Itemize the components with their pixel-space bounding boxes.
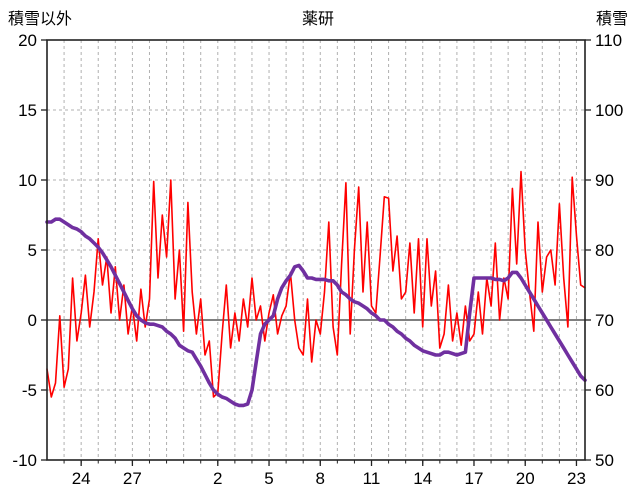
right-tick-label: 60: [595, 381, 614, 400]
right-tick-label: 100: [595, 101, 623, 120]
x-tick-label: 17: [465, 469, 484, 488]
x-tick-label: 2: [213, 469, 222, 488]
x-tick-label: 24: [72, 469, 91, 488]
x-tick-label: 5: [264, 469, 273, 488]
left-tick-label: 5: [28, 241, 37, 260]
purple-line-series: [45, 217, 587, 408]
x-tick-label: 27: [123, 469, 142, 488]
right-tick-label: 80: [595, 241, 614, 260]
x-tick-label: 23: [567, 469, 586, 488]
right-tick-label: 50: [595, 451, 614, 470]
right-tick-label: 90: [595, 171, 614, 190]
x-tick-label: 14: [413, 469, 432, 488]
x-tick-label: 20: [516, 469, 535, 488]
left-tick-label: -5: [22, 381, 37, 400]
right-tick-label: 70: [595, 311, 614, 330]
left-tick-label: 10: [18, 171, 37, 190]
grid-layer: [47, 40, 585, 460]
red-line-series: [46, 170, 586, 398]
right-axis-title: 積雪: [595, 11, 628, 28]
right-tick-label: 110: [595, 31, 622, 50]
left-tick-label: -10: [12, 451, 37, 470]
left-tick-label: 0: [28, 311, 37, 330]
chart-title: 薬研: [301, 11, 334, 28]
left-tick-label: 20: [18, 31, 37, 50]
x-tick-label: 11: [363, 469, 381, 488]
chart-header: 積雪以外 薬研 積雪: [0, 5, 636, 29]
x-tick-label: 8: [316, 469, 325, 488]
left-tick-label: 15: [18, 101, 37, 120]
left-axis-title: 積雪以外: [8, 11, 73, 28]
